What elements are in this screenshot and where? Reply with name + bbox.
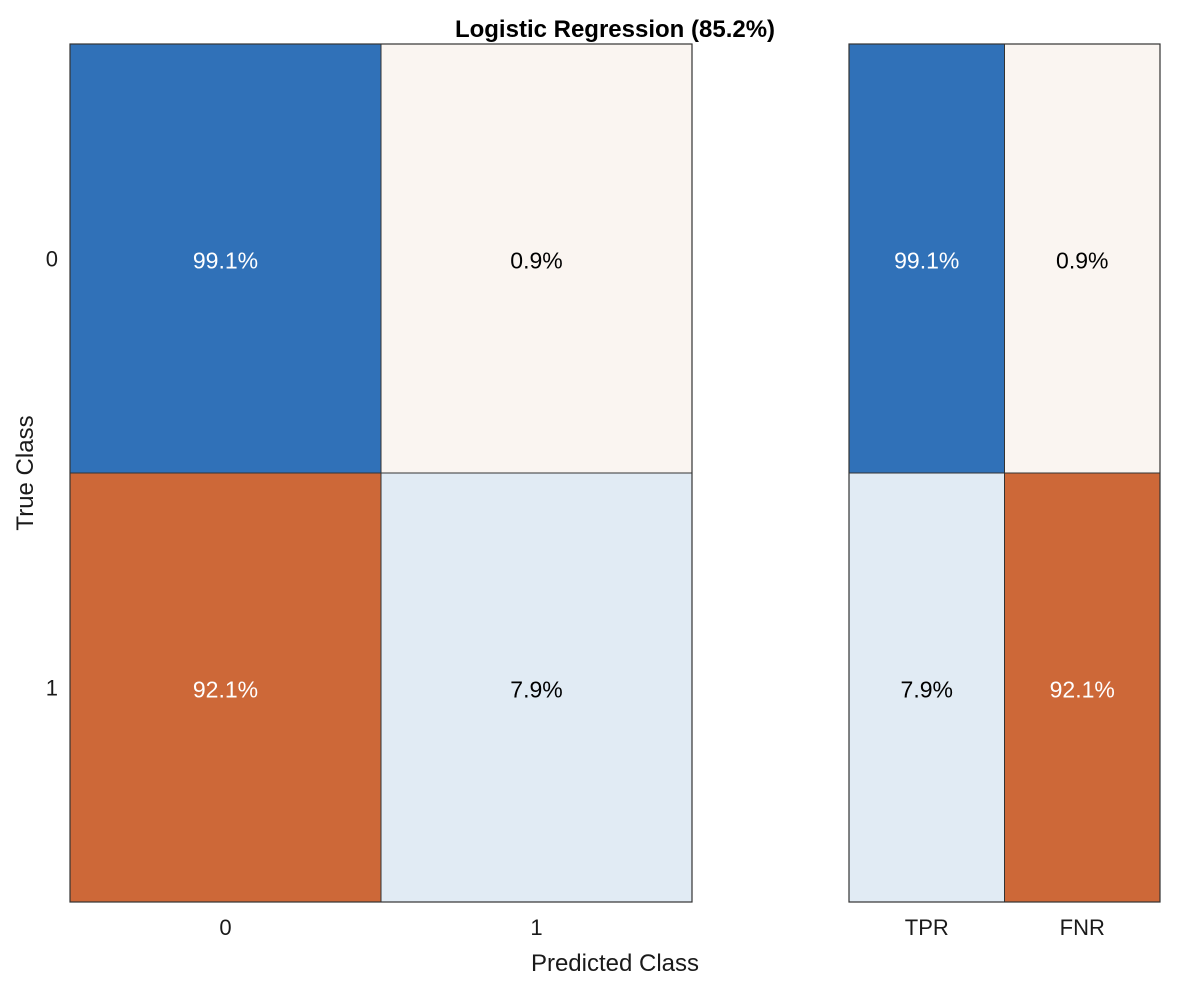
matrix-cell-label-0-1: 0.9% bbox=[510, 248, 562, 274]
matrix-y-tick-0: 0 bbox=[46, 247, 58, 272]
matrix-x-tick-0: 0 bbox=[219, 915, 231, 940]
rates-frame bbox=[848, 43, 1161, 903]
matrix-cell-1-0 bbox=[69, 472, 382, 903]
confusion-matrix: 99.1% 0.9% 92.1% 7.9% 0 1 0 1 bbox=[46, 43, 693, 940]
rates-cell-label-0-0: 99.1% bbox=[894, 248, 959, 274]
matrix-cell-label-1-1: 7.9% bbox=[510, 677, 562, 703]
rates-cell-label-1-0: 7.9% bbox=[901, 677, 953, 703]
rates-cell-label-0-1: 0.9% bbox=[1056, 248, 1108, 274]
chart-title: Logistic Regression (85.2%) bbox=[455, 16, 775, 43]
rates-x-tick-0: TPR bbox=[905, 915, 949, 940]
matrix-cell-label-0-0: 99.1% bbox=[193, 248, 258, 274]
rates-cell-label-1-1: 92.1% bbox=[1050, 677, 1115, 703]
y-axis-label: True Class bbox=[12, 415, 39, 530]
rate-matrix: 99.1% 0.9% 7.9% 92.1% TPR FNR bbox=[848, 43, 1161, 940]
rates-x-tick-1: FNR bbox=[1060, 915, 1105, 940]
matrix-y-tick-1: 1 bbox=[46, 676, 58, 701]
matrix-cell-0-1 bbox=[380, 43, 693, 474]
matrix-x-tick-1: 1 bbox=[530, 915, 542, 940]
matrix-frame bbox=[69, 43, 693, 903]
matrix-cell-label-1-0: 92.1% bbox=[193, 677, 258, 703]
matrix-cell-1-1 bbox=[380, 472, 693, 903]
rates-cell-0-1 bbox=[1004, 43, 1161, 474]
matrix-cell-0-0 bbox=[69, 43, 382, 474]
x-axis-label: Predicted Class bbox=[531, 950, 699, 977]
rates-cell-1-0 bbox=[848, 472, 1005, 903]
rates-cell-1-1 bbox=[1004, 472, 1161, 903]
